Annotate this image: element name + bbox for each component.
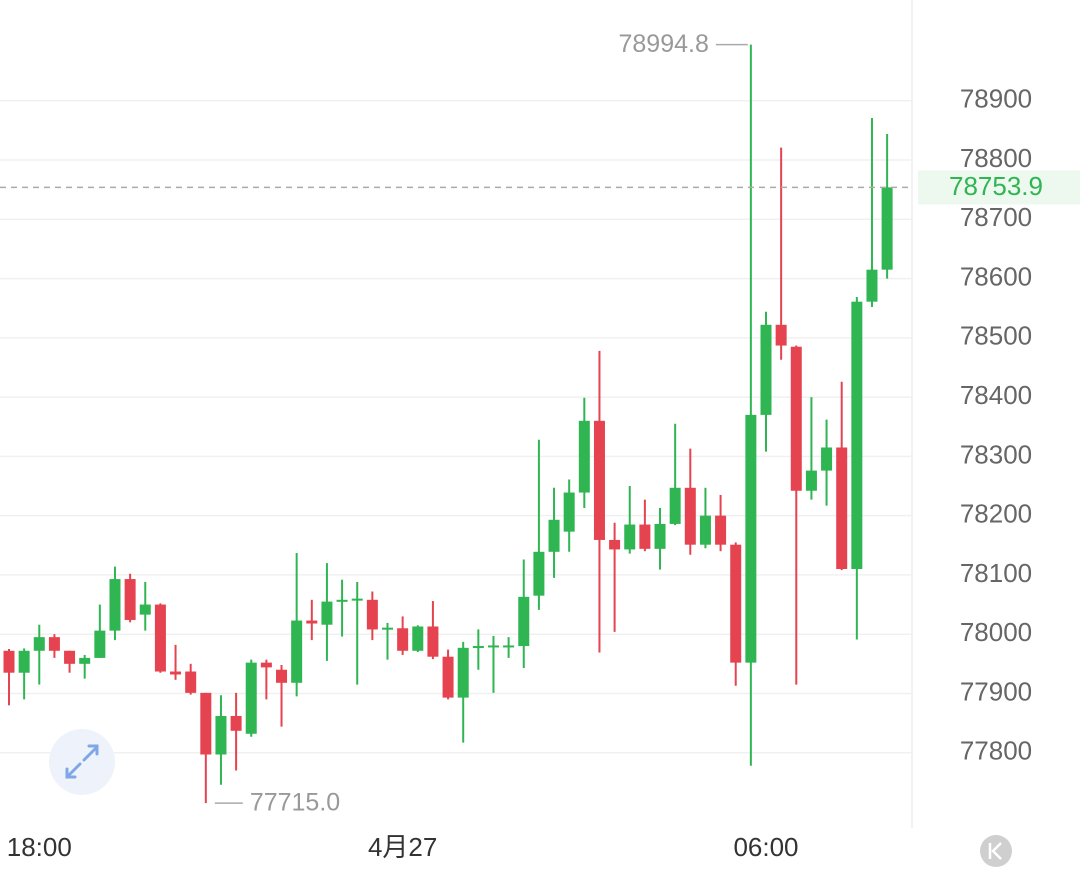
candle-body [397,628,409,651]
candle-body [881,187,893,270]
y-tick-label: 77900 [960,676,1032,706]
y-tick-label: 78600 [960,261,1032,291]
k-button-bg[interactable] [980,835,1012,867]
candle-body [154,604,166,672]
candle-body [3,650,15,673]
y-tick-label: 78800 [960,143,1032,173]
candle-body [775,324,787,346]
y-tick-label: 78500 [960,321,1032,351]
candle-body [503,645,515,648]
candle-body [79,657,91,664]
expand-button-bg[interactable] [49,729,115,795]
candle-body [185,671,197,693]
candle-body [94,630,106,658]
labels: 77800 77900 78000 78100 78200 78300 78400 78500… [0,30,1080,862]
candle-body [624,524,636,550]
y-tick-label: 78200 [960,499,1032,529]
y-tick-label: 78400 [960,380,1032,410]
expand-icon [65,744,99,779]
candle-body [609,539,621,550]
candle-body [699,515,711,545]
candle-body [351,598,363,601]
candle-body [821,447,833,471]
y-tick-label: 78000 [960,617,1032,647]
candle-body [654,523,666,549]
candle-body [170,671,182,675]
candle-body [412,626,424,651]
expand-button[interactable] [49,729,115,795]
candle-body [487,645,499,648]
y-tick-label: 78900 [960,84,1032,114]
candle-body [215,715,227,755]
candle-body [260,662,272,668]
high-label: 78994.8 [618,30,708,58]
candle-body [578,420,590,493]
candle-body [276,669,288,683]
candle-body [33,637,45,651]
candle-body [669,487,681,524]
candle-body [715,515,727,545]
candle-body [730,544,742,663]
candle-body [745,414,757,663]
candle-body [851,301,863,569]
candle-body [472,646,484,649]
candle-body [321,601,333,625]
candle-body [382,627,393,630]
candle-body [548,519,560,552]
candle-body [366,599,378,630]
candle-body [306,620,318,624]
candle-body [442,656,454,698]
y-tick-label: 78700 [960,202,1032,232]
y-tick-label: 78100 [960,558,1032,588]
candle-body [64,650,76,664]
candles [3,44,893,804]
low-label: 77715.0 [250,789,340,817]
last-price-box [918,170,1080,205]
candle-body [124,579,136,620]
candle-body [533,551,545,596]
candle-body [230,715,242,731]
candle-body [245,662,257,734]
x-tick-label: 4月27 [368,832,437,862]
x-tick-label: 06:00 [733,832,798,862]
x-tick-label: 18:00 [7,832,72,862]
candle-body [427,626,439,657]
candle-body [836,447,848,569]
candle-body [291,620,303,683]
candle-body [200,692,212,755]
candle-body [18,650,30,673]
k-icon [988,842,1002,860]
candle-body [684,487,696,545]
candle-body [563,492,575,532]
grid [0,100,912,754]
candle-body [457,647,469,698]
last-price-label: 78753.9 [949,171,1043,201]
candle-body [48,637,60,651]
k-button[interactable] [980,835,1012,867]
candle-body [790,346,802,491]
candle-body [518,596,530,647]
y-tick-label: 77800 [960,736,1032,766]
candle-body [866,269,878,302]
candle-body [109,579,121,631]
y-tick-label: 78300 [960,439,1032,469]
candle-body [336,599,348,602]
candle-body [760,324,772,415]
candle-body [593,420,605,540]
candle-body [639,524,651,549]
candle-body [139,604,151,615]
candle-body [805,470,817,491]
